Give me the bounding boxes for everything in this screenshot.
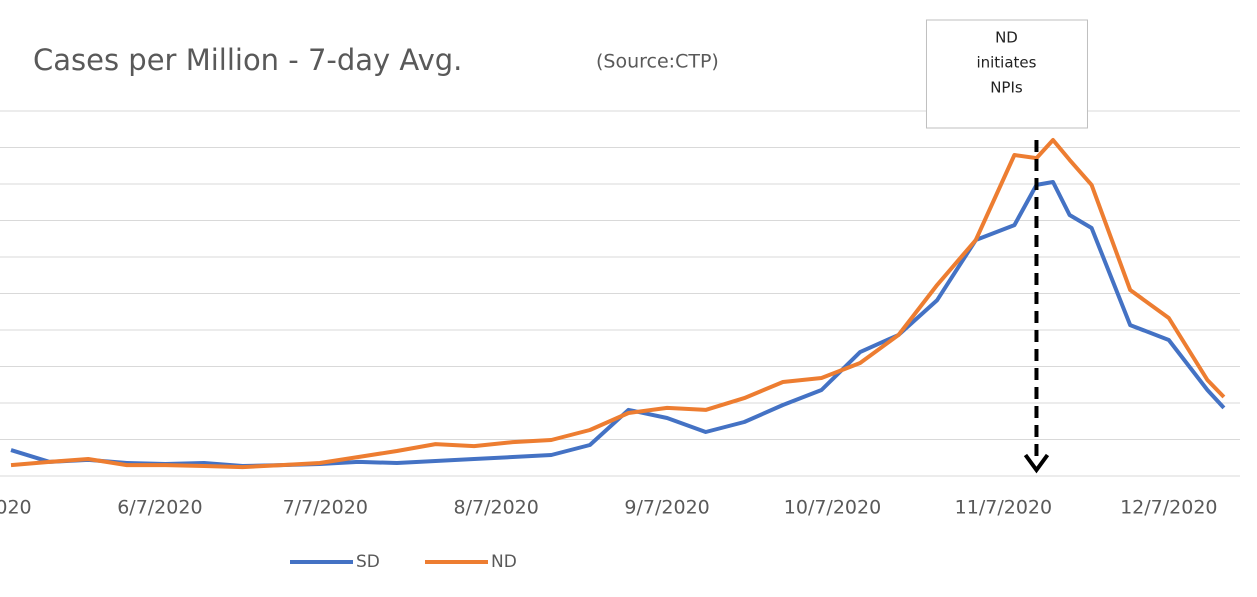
x-tick-label: 11/7/2020 xyxy=(955,497,1052,519)
series-line xyxy=(10,180,1226,468)
legend-label: ND xyxy=(491,552,517,572)
chart-subtitle: (Source:CTP) xyxy=(596,51,719,73)
x-tick-label: 5/7/2020 xyxy=(0,497,32,519)
x-tick-label: 8/7/2020 xyxy=(454,497,539,519)
annotation-arrowhead xyxy=(1023,453,1050,474)
annotation-text: NPIs xyxy=(990,79,1023,97)
chart-title: Cases per Million - 7-day Avg. xyxy=(33,43,462,77)
x-tick-label: 7/7/2020 xyxy=(283,497,368,519)
x-tick-label: 12/7/2020 xyxy=(1120,497,1217,519)
annotation-text: ND xyxy=(995,29,1018,47)
x-tick-label: 6/7/2020 xyxy=(117,497,202,519)
annotation-box xyxy=(925,19,1088,129)
series-line xyxy=(10,138,1226,470)
x-tick-label: 9/7/2020 xyxy=(624,497,709,519)
x-tick-label: 10/7/2020 xyxy=(784,497,881,519)
annotation-text: initiates xyxy=(976,54,1036,72)
legend-label: SD xyxy=(356,552,380,572)
